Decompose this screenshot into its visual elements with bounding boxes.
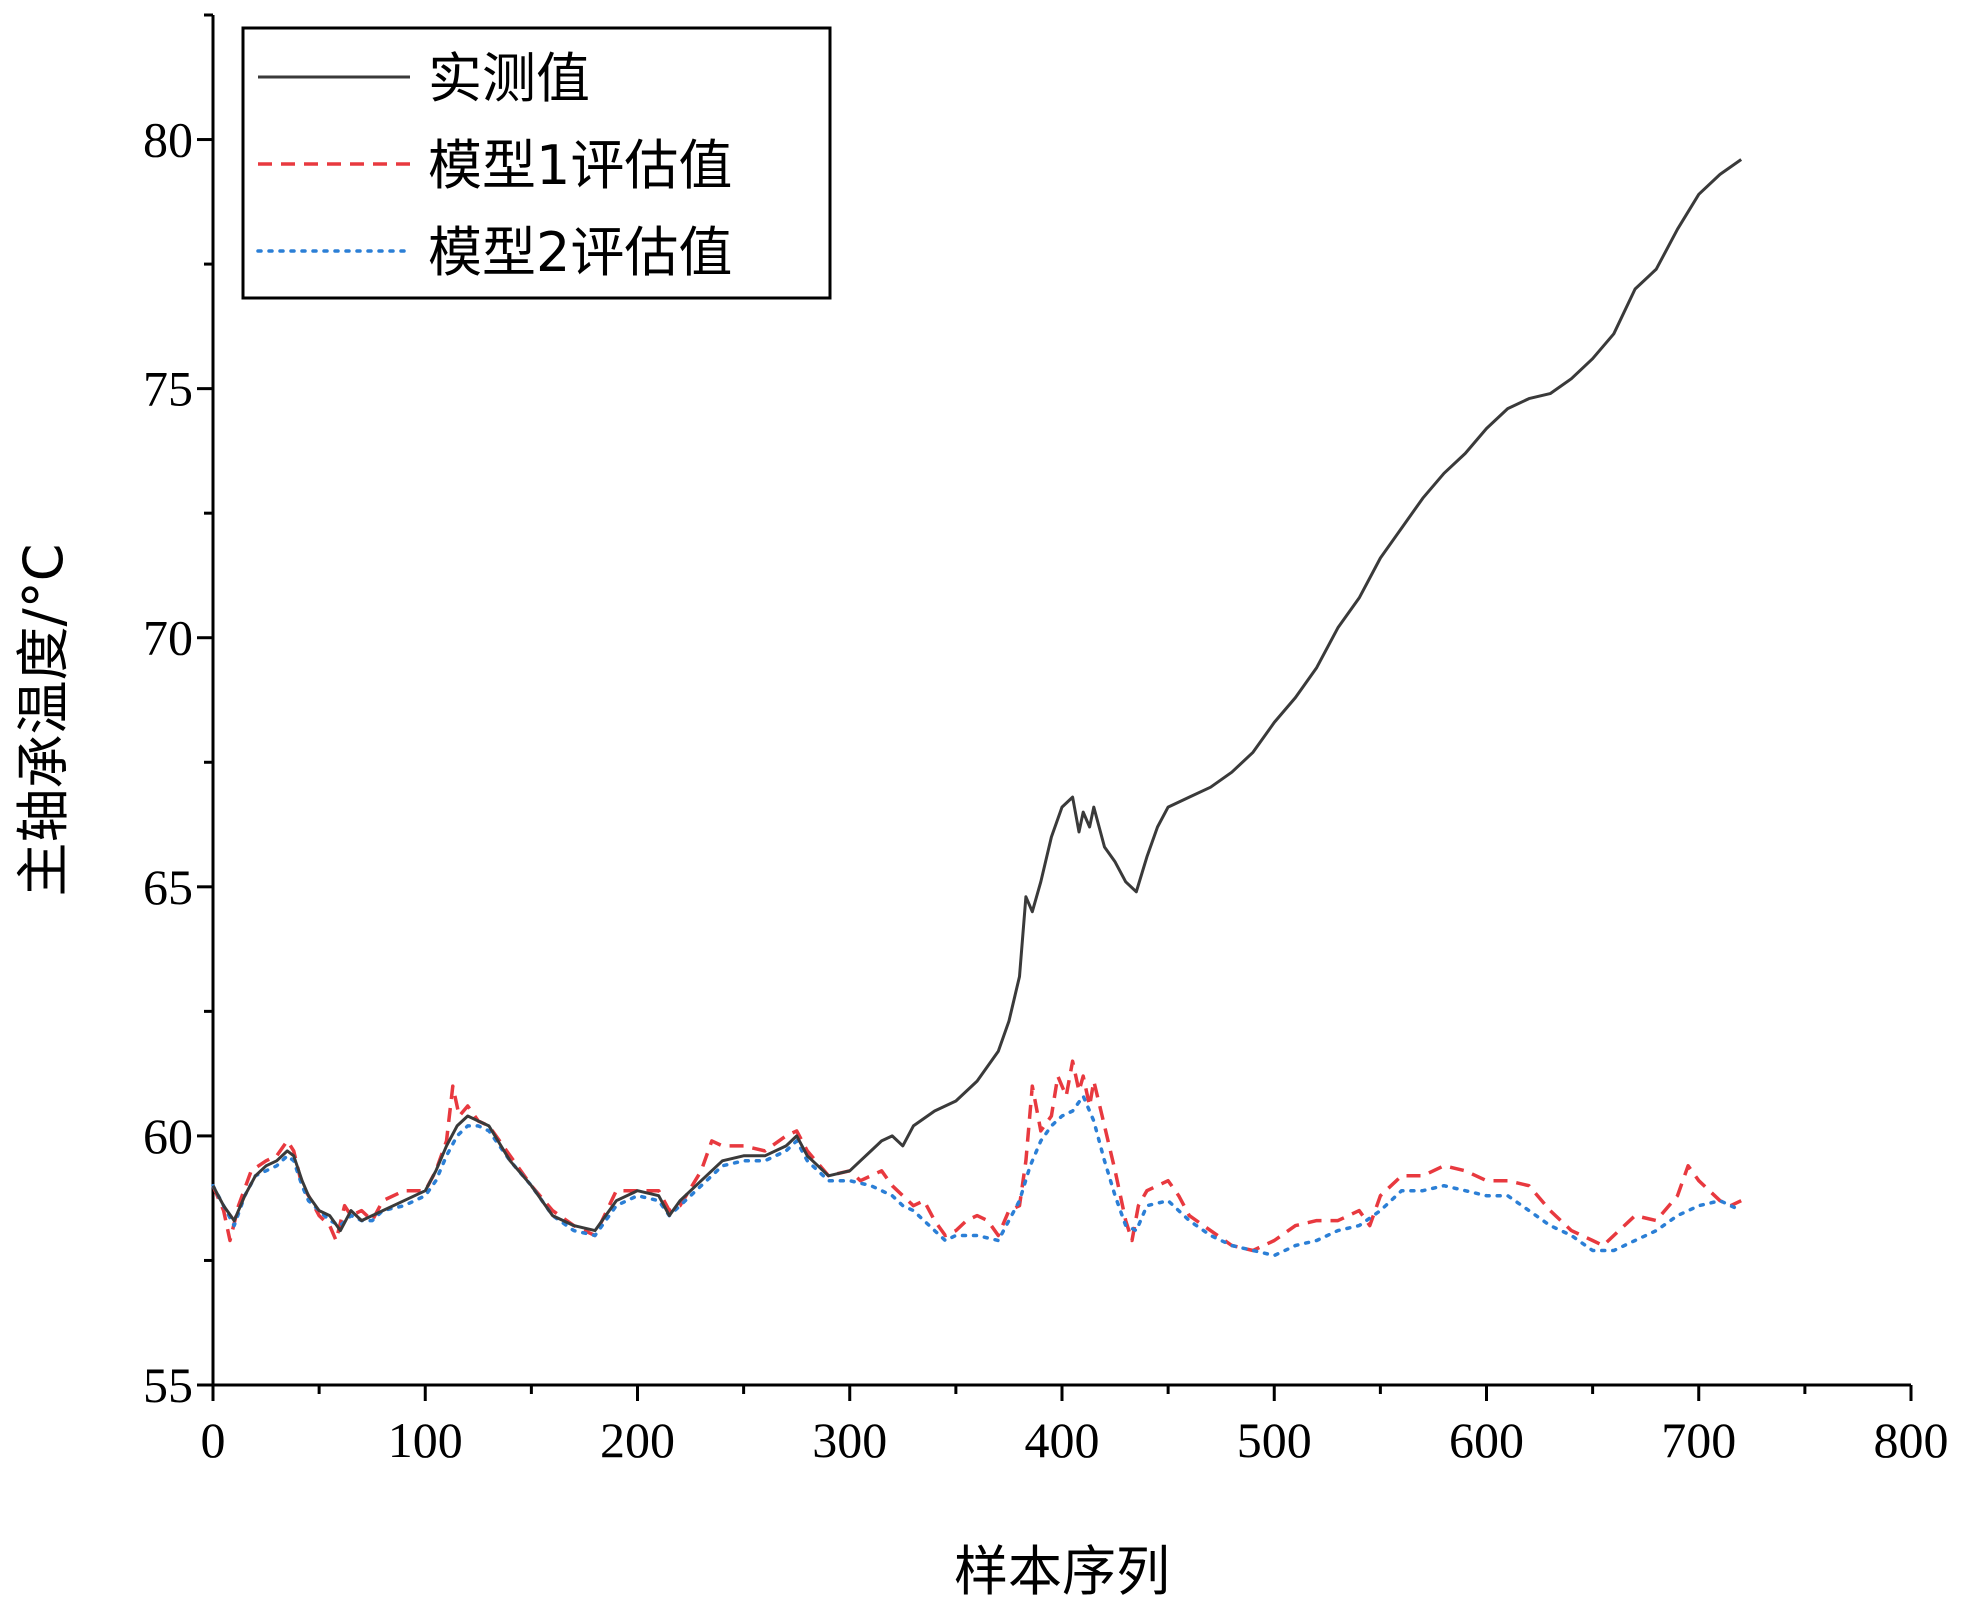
x-tick-label: 400: [1025, 1412, 1100, 1468]
series-line-2: [211, 1059, 1742, 1253]
series-layer: [211, 158, 1743, 1258]
series-line-1: [211, 158, 1743, 1233]
y-tick-label: 70: [143, 610, 193, 666]
x-tick-label: 200: [600, 1412, 675, 1468]
x-tick-label: 100: [388, 1412, 463, 1468]
x-tick-label: 300: [812, 1412, 887, 1468]
legend-label-2: 模型1评估值: [428, 134, 732, 197]
x-axis-title: 样本序列: [954, 1540, 1170, 1603]
series-line-3: [211, 1094, 1743, 1258]
x-tick-label: 800: [1874, 1412, 1949, 1468]
legend-label-3: 模型2评估值: [428, 221, 732, 284]
y-tick-label: 55: [143, 1357, 193, 1413]
legend-label-1: 实测值: [428, 47, 590, 110]
x-tick-label: 700: [1661, 1412, 1736, 1468]
axes: 0 100 200 300 400 500 600 700 800 55 60 65 70 75 80: [143, 13, 1949, 1468]
y-tick-label: 80: [143, 112, 193, 168]
x-tick-label: 500: [1237, 1412, 1312, 1468]
x-tick-label: 600: [1449, 1412, 1524, 1468]
y-axis-title: 主轴承温度/°C: [12, 544, 75, 897]
y-tick-label: 75: [143, 361, 193, 417]
x-tick-label: 0: [201, 1412, 226, 1468]
y-tick-label: 60: [143, 1108, 193, 1164]
y-tick-label: 65: [143, 859, 193, 915]
